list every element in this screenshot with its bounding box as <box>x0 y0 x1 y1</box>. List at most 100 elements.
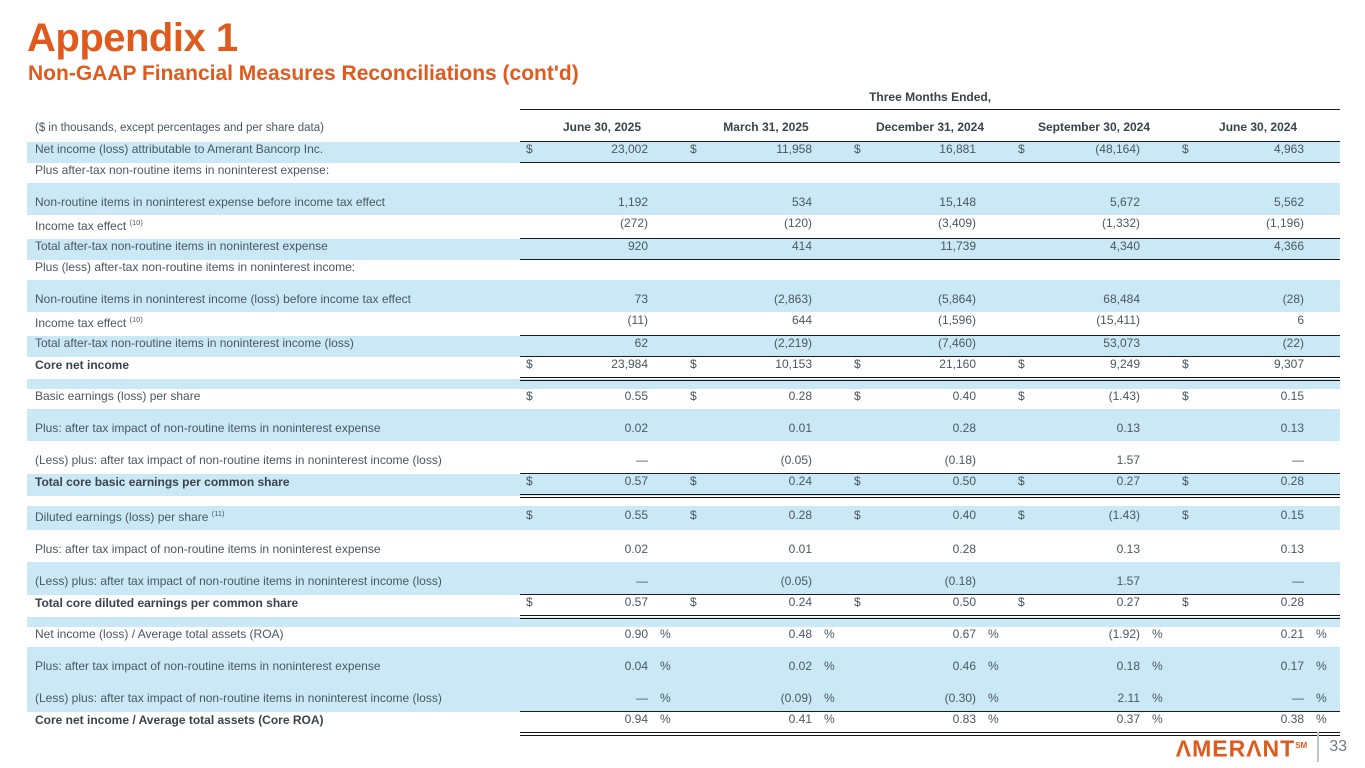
row-label: Total core basic earnings per common sha… <box>35 474 290 489</box>
row-label: (Less) plus: after tax impact of non-rou… <box>35 574 442 589</box>
percent-sign <box>654 356 684 381</box>
dollar-sign <box>520 627 542 647</box>
dollar-sign <box>684 711 706 736</box>
percent-sign <box>1310 562 1341 595</box>
percent-sign <box>1146 311 1176 336</box>
row-core-roa: Core net income / Average total assets (… <box>27 711 1341 736</box>
cell-value <box>870 260 982 280</box>
dollar-sign: $ <box>1012 356 1034 381</box>
dollar-sign <box>1176 311 1198 336</box>
spacer-row <box>27 379 1341 389</box>
percent-sign <box>982 163 1012 183</box>
row-label: Plus: after tax impact of non-routine it… <box>35 421 381 435</box>
dollar-sign <box>1012 335 1034 357</box>
cell-value: 0.48 <box>788 627 812 641</box>
dollar-sign: $ <box>848 473 870 498</box>
percent-sign <box>818 214 848 239</box>
dollar-sign <box>520 214 542 239</box>
cell-value: (2,863) <box>773 291 812 306</box>
dollar-sign <box>520 711 542 736</box>
percent-sign: % <box>818 711 848 736</box>
percent-sign <box>818 311 848 336</box>
percent-sign: % <box>824 627 835 641</box>
percent-sign <box>654 163 684 183</box>
cell-value: — <box>1198 679 1310 712</box>
super-header-row: Three Months Ended, <box>27 90 1341 110</box>
cell-value: 0.67 <box>952 627 976 641</box>
dollar-sign <box>520 311 542 336</box>
dollar-sign <box>848 530 870 562</box>
dollar-sign: $ <box>520 473 542 498</box>
cell-value <box>542 260 654 280</box>
cell-value: 23,984 <box>542 356 654 381</box>
cell-value: 0.17 <box>1280 659 1304 673</box>
cell-value <box>1198 260 1310 280</box>
dollar-sign <box>1012 409 1034 441</box>
dollar-sign: $ <box>526 389 533 403</box>
percent-sign: % <box>1152 627 1163 641</box>
cell-value: 68,484 <box>1103 291 1140 306</box>
percent-sign <box>654 562 684 595</box>
footer-divider <box>1317 732 1320 762</box>
cell-value: 0.50 <box>870 473 982 498</box>
dollar-sign <box>520 163 542 183</box>
percent-sign <box>1146 238 1176 260</box>
percent-sign <box>1310 238 1341 260</box>
dollar-sign <box>684 441 706 474</box>
dollar-sign <box>520 530 542 562</box>
cell-value: 9,249 <box>1034 356 1146 381</box>
cell-value: 15,148 <box>939 194 976 209</box>
period-header-jun-2025: June 30, 2025 <box>520 109 684 142</box>
cell-value: (2,219) <box>706 335 818 357</box>
dollar-sign <box>1176 409 1198 441</box>
cell-value: — <box>1198 562 1310 595</box>
dollar-sign: $ <box>1018 389 1025 403</box>
percent-sign <box>654 141 684 163</box>
dollar-sign <box>520 562 542 595</box>
cell-value: 0.37 <box>1034 711 1146 736</box>
dollar-sign: $ <box>1176 141 1198 163</box>
dollar-sign <box>684 311 706 336</box>
row-nonroutine-expense: Non-routine items in noninterest expense… <box>27 182 1341 215</box>
cell-value: (0.30) <box>870 679 982 712</box>
row-label: Income tax effect (10) <box>35 217 143 233</box>
percent-sign: % <box>824 659 835 673</box>
cell-value: — <box>542 562 654 595</box>
percent-sign <box>818 183 848 215</box>
dollar-sign <box>848 183 870 215</box>
percent-sign <box>1146 473 1176 498</box>
cell-value: 0.02 <box>624 542 648 556</box>
cell-value: 0.01 <box>788 542 812 556</box>
dollar-sign <box>1012 711 1034 736</box>
cell-value: (5,864) <box>937 291 976 306</box>
row-label: Core net income / Average total assets (… <box>35 712 324 727</box>
percent-sign <box>1146 260 1176 280</box>
cell-value: 23,002 <box>542 141 654 163</box>
cell-value: 0.24 <box>706 594 818 619</box>
cell-value: 0.55 <box>624 389 648 403</box>
cell-value: 5,562 <box>1273 194 1304 209</box>
percent-sign <box>982 214 1012 239</box>
dollar-sign <box>848 335 870 357</box>
dollar-sign: $ <box>520 594 542 619</box>
cell-value: (0.05) <box>706 562 818 595</box>
dollar-sign <box>848 260 870 280</box>
percent-sign <box>654 183 684 215</box>
period-header-row: ($ in thousands, except percentages and … <box>27 109 1341 142</box>
dollar-sign <box>520 647 542 679</box>
percent-sign <box>982 409 1012 441</box>
percent-sign <box>1146 389 1176 409</box>
cell-value: 0.90 <box>624 627 648 641</box>
percent-sign <box>1146 409 1176 441</box>
cell-value: 21,160 <box>870 356 982 381</box>
cell-value: 0.38 <box>1198 711 1310 736</box>
dollar-sign: $ <box>848 356 870 381</box>
cell-value: 0.28 <box>788 508 812 522</box>
dollar-sign: $ <box>684 356 706 381</box>
cell-value: 920 <box>542 238 654 260</box>
percent-sign <box>982 356 1012 381</box>
percent-sign <box>1310 335 1341 357</box>
dollar-sign: $ <box>848 141 870 163</box>
row-net-income: Net income (loss) attributable to Ameran… <box>27 141 1341 163</box>
dollar-sign <box>1012 441 1034 474</box>
